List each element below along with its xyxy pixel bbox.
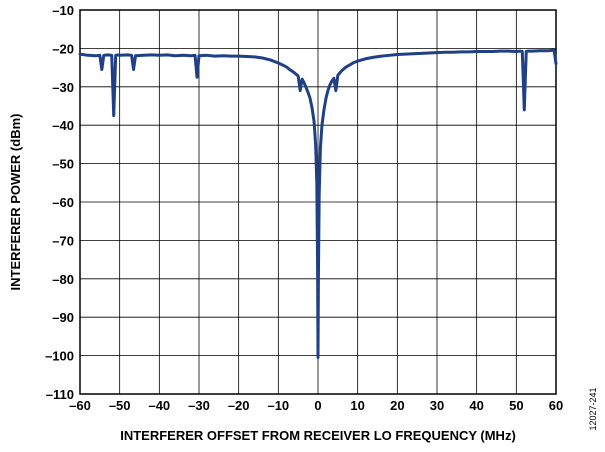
x-tick-label: 0: [314, 398, 321, 413]
x-tick-label: –20: [228, 398, 250, 413]
x-axis-title: INTERFERER OFFSET FROM RECEIVER LO FREQU…: [120, 428, 516, 443]
y-tick-label: –110: [46, 387, 74, 402]
x-tick-label: 60: [549, 398, 563, 413]
x-tick-label: 50: [509, 398, 523, 413]
x-tick-label: –30: [188, 398, 210, 413]
x-tick-labels: –60 –50 –40 –30 –20 –10 0 10 20 30 40 50 60: [69, 398, 563, 413]
y-tick-label: –60: [52, 195, 74, 210]
x-tick-label: –10: [267, 398, 289, 413]
x-tick-label: 20: [390, 398, 404, 413]
y-axis-title: INTERFERER POWER (dBm): [8, 114, 23, 291]
y-tick-label: –100: [45, 349, 74, 364]
y-tick-labels: –10 –20 –30 –40 –50 –60 –70 –80 –90 –100 –110: [45, 3, 74, 402]
y-tick-label: –10: [52, 3, 74, 18]
figure-id: 12027-241: [588, 387, 598, 430]
y-tick-label: –20: [52, 41, 74, 56]
y-tick-label: –30: [52, 80, 74, 95]
series-layer: [78, 48, 558, 360]
x-tick-label: 30: [430, 398, 444, 413]
x-tick-label: –40: [148, 398, 170, 413]
y-tick-label: –70: [52, 233, 74, 248]
y-tick-label: –50: [52, 157, 74, 172]
y-tick-label: –40: [52, 118, 74, 133]
x-tick-label: –60: [69, 398, 91, 413]
x-tick-label: 10: [350, 398, 364, 413]
y-tick-label: –80: [52, 272, 74, 287]
x-tick-label: 40: [469, 398, 483, 413]
y-tick-label: –90: [52, 310, 74, 325]
plot-frame: [79, 9, 557, 395]
x-tick-label: –50: [109, 398, 131, 413]
series-line-0: [78, 48, 558, 360]
